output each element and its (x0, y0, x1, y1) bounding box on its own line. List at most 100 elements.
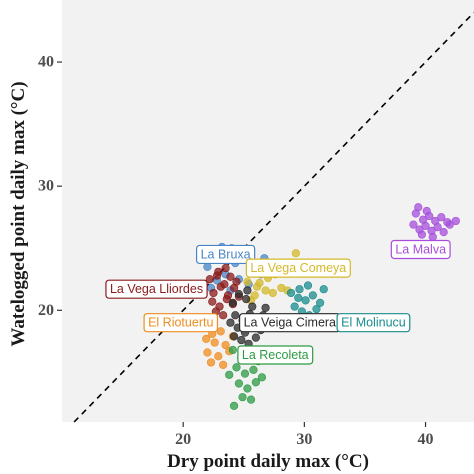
data-point (222, 295, 231, 304)
data-point (248, 302, 257, 311)
data-point (229, 401, 239, 410)
data-point (229, 332, 239, 341)
data-point (319, 285, 328, 294)
data-point (234, 379, 244, 388)
data-point (221, 340, 230, 350)
x-axis-title: Dry point daily max (°C) (167, 451, 369, 472)
site-label-la-vega-comeya: La Vega Comeya (245, 258, 351, 278)
data-point (232, 363, 241, 372)
data-point (251, 333, 260, 342)
data-point (294, 293, 303, 302)
data-point (422, 206, 431, 216)
site-label-el-riotuertu: El Riotuertu (143, 313, 219, 333)
data-point (210, 338, 219, 347)
site-label-box (336, 313, 411, 333)
data-point (251, 378, 260, 387)
x-tick-label: 30 (296, 431, 312, 448)
data-point (219, 360, 228, 370)
data-point (226, 272, 235, 281)
data-point (208, 297, 217, 306)
data-point (216, 282, 225, 291)
data-point (225, 370, 234, 379)
data-point (419, 215, 428, 224)
data-point (238, 393, 247, 402)
data-point (439, 228, 448, 237)
y-tick-label: 30 (38, 178, 54, 195)
x-tick-label: 20 (175, 431, 191, 448)
site-label-text: La Vega Lliordes (110, 282, 203, 296)
site-label-text: El Molinucu (341, 316, 406, 330)
site-label-text: El Riotuertu (148, 316, 213, 330)
data-point (240, 369, 250, 378)
site-label-la-veiga-cimera: La Veiga Cimera (239, 313, 341, 333)
data-point (451, 216, 460, 226)
data-point (221, 263, 230, 273)
site-label-la-recoleta: La Recoleta (237, 345, 314, 365)
data-point (214, 352, 223, 361)
data-point (295, 285, 304, 294)
data-point (431, 216, 440, 226)
site-label-el-molinucu: El Molinucu (336, 313, 411, 333)
data-point (202, 334, 211, 343)
y-tick-label: 20 (38, 302, 54, 319)
data-point (257, 373, 267, 382)
site-label-text: La Malva (395, 242, 446, 256)
data-point (237, 335, 246, 345)
site-label-la-malva: La Malva (390, 239, 451, 260)
site-label-box (237, 345, 314, 365)
site-label-box (143, 313, 219, 333)
data-point (206, 358, 216, 367)
site-label-text: La Veiga Cimera (244, 316, 336, 330)
site-label-box (105, 279, 208, 299)
y-tick-label: 40 (38, 54, 54, 71)
data-point (417, 230, 426, 239)
data-point (205, 275, 214, 284)
data-point (234, 290, 244, 299)
data-point (414, 203, 423, 212)
data-point (261, 303, 270, 312)
site-label-la-bruxa: La Bruxa (195, 244, 256, 265)
data-point (301, 296, 310, 305)
data-point (209, 288, 218, 298)
series-la-malva (409, 203, 460, 242)
reference-line-layer (73, 11, 474, 423)
y-axis-title: Watelogged point daily max (°C) (8, 81, 29, 346)
site-label-box (390, 239, 451, 260)
data-point (203, 348, 212, 357)
site-label-text: La Recoleta (242, 348, 309, 362)
data-point (268, 288, 277, 298)
data-point (214, 267, 223, 276)
site-label-la-vega-lliordes: La Vega Lliordes (105, 279, 208, 299)
data-point (243, 277, 252, 286)
data-point (316, 298, 325, 307)
data-point (312, 304, 321, 314)
data-point (428, 232, 437, 242)
x-tick-label: 40 (418, 431, 434, 448)
data-point (231, 311, 240, 320)
data-point (286, 288, 296, 298)
data-point (243, 286, 252, 295)
data-point (303, 281, 313, 290)
data-point (219, 311, 228, 320)
site-label-box (195, 244, 256, 265)
site-label-box (245, 258, 351, 278)
data-point (246, 395, 256, 404)
data-point (228, 298, 237, 307)
x-axis: 20 30 40 (175, 422, 434, 448)
data-point (228, 345, 237, 355)
data-point (443, 218, 452, 227)
data-point (255, 278, 264, 288)
data-point (216, 327, 225, 336)
data-point (232, 277, 241, 286)
y-axis: 20 30 40 (38, 54, 62, 319)
data-point (242, 295, 251, 304)
site-label-text: La Bruxa (201, 247, 251, 261)
data-point (261, 286, 270, 295)
data-point (409, 220, 418, 229)
data-point (437, 213, 446, 222)
data-point (243, 384, 252, 393)
site-label-text: La Vega Comeya (250, 261, 346, 275)
data-point (291, 249, 300, 258)
